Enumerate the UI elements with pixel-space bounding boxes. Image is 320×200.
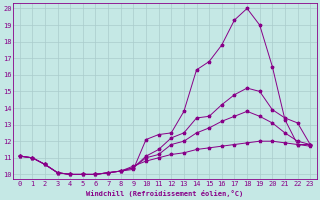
X-axis label: Windchill (Refroidissement éolien,°C): Windchill (Refroidissement éolien,°C) <box>86 190 244 197</box>
